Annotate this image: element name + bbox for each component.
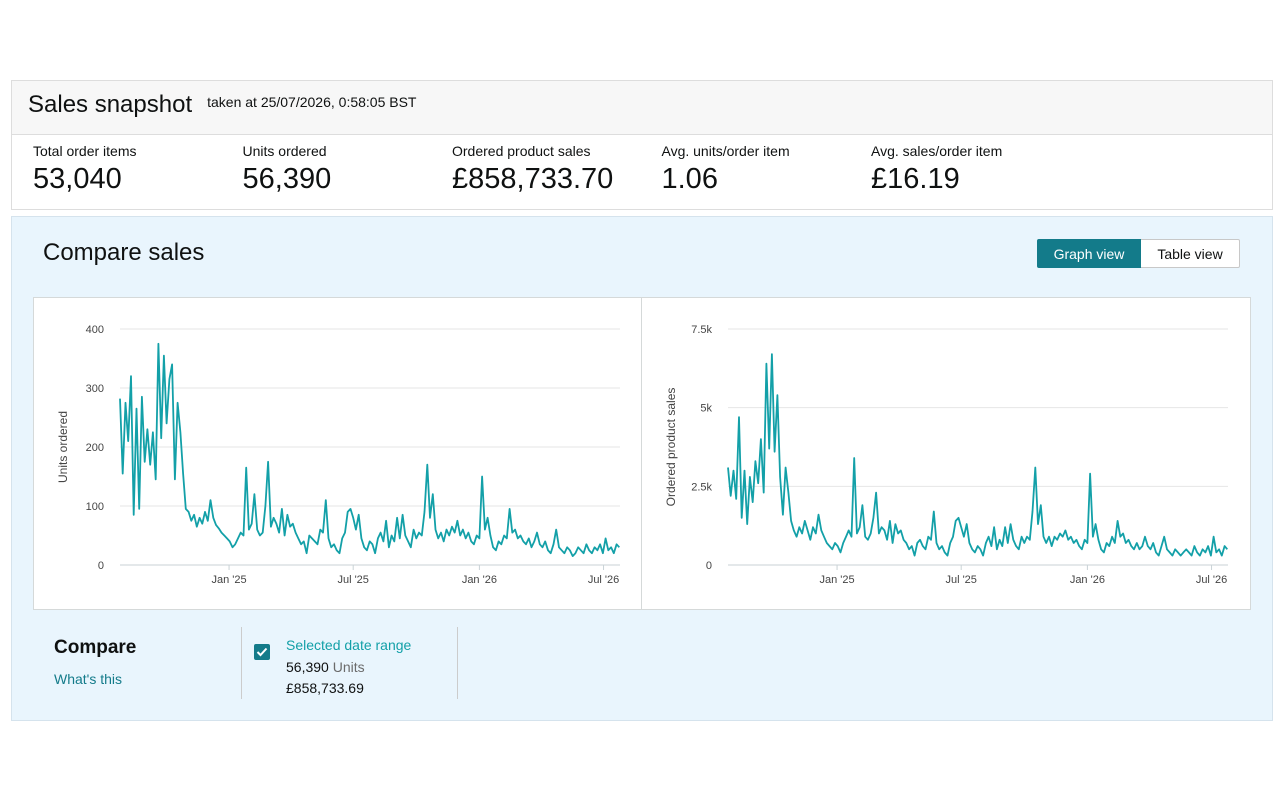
series-line xyxy=(119,342,620,557)
metric-label: Units ordered xyxy=(242,143,327,159)
checkmark-icon xyxy=(256,647,268,657)
snapshot-timestamp: taken at 25/07/2026, 0:58:05 BST xyxy=(207,94,417,110)
units-value: 56,390 xyxy=(286,659,329,675)
metric-label: Avg. units/order item xyxy=(661,143,790,159)
snapshot-metrics: Total order items 53,040 Units ordered 5… xyxy=(11,135,1273,210)
x-tick-label: Jan '25 xyxy=(211,574,246,586)
table-view-button[interactable]: Table view xyxy=(1141,239,1240,268)
x-tick-label: Jul '26 xyxy=(588,574,619,586)
y-tick-label: 100 xyxy=(86,501,104,513)
y-tick-label: 0 xyxy=(706,560,712,572)
x-tick-label: Jan '26 xyxy=(462,574,497,586)
whats-this-link[interactable]: What's this xyxy=(54,671,123,687)
x-tick-label: Jul '25 xyxy=(945,574,976,586)
y-tick-label: 5k xyxy=(700,403,712,415)
x-tick-label: Jul '26 xyxy=(1196,574,1227,586)
y-tick-label: 300 xyxy=(86,383,104,395)
selected-date-range-label: Selected date range xyxy=(286,637,412,653)
x-tick-label: Jul '25 xyxy=(337,574,368,586)
y-axis-title: Units ordered xyxy=(56,411,70,483)
metric-value: £16.19 xyxy=(871,163,960,195)
series-line xyxy=(727,353,1228,557)
graph-view-button[interactable]: Graph view xyxy=(1037,239,1141,268)
legend-divider xyxy=(241,627,242,699)
compare-legend-title: Compare xyxy=(54,637,137,658)
legend-divider xyxy=(457,627,458,699)
selected-date-range-checkbox[interactable] xyxy=(254,644,270,660)
view-toggle: Graph view Table view xyxy=(1037,239,1240,268)
snapshot-header: Sales snapshot taken at 25/07/2026, 0:58… xyxy=(11,80,1273,135)
metric-value: 56,390 xyxy=(242,163,332,195)
y-axis-title: Ordered product sales xyxy=(664,388,678,507)
units-ordered-chart: 0 100 200 300 400 Jan '25 Jul '25 Jan '26 Jul '2… xyxy=(56,324,620,586)
sales-dashboard: Sales snapshot taken at 25/07/2026, 0:58… xyxy=(11,80,1273,721)
y-tick-label: 200 xyxy=(86,442,104,454)
metric-value: 53,040 xyxy=(33,163,122,195)
metric-label: Ordered product sales xyxy=(452,143,591,159)
metric-avg-units-per-order-item: Avg. units/order item 1.06 xyxy=(662,143,872,209)
chart-divider xyxy=(641,298,642,609)
compare-sales-title: Compare sales xyxy=(43,239,205,266)
metric-avg-sales-per-order-item: Avg. sales/order item £16.19 xyxy=(871,143,1081,209)
y-tick-label: 0 xyxy=(98,560,104,572)
metric-units-ordered: Units ordered 56,390 xyxy=(243,143,453,209)
metric-ordered-product-sales: Ordered product sales £858,733.70 xyxy=(452,143,662,209)
metric-value: 1.06 xyxy=(661,163,718,195)
metric-value: £858,733.70 xyxy=(452,163,614,195)
selected-range-units: 56,390 Units xyxy=(286,659,365,675)
metric-label: Avg. sales/order item xyxy=(871,143,1003,159)
snapshot-title: Sales snapshot xyxy=(28,91,193,118)
units-label: Units xyxy=(332,659,365,675)
metric-label: Total order items xyxy=(33,143,137,159)
charts-container: 0 100 200 300 400 Jan '25 Jul '25 Jan '26 Jul '2… xyxy=(33,297,1251,610)
selected-range-sales: £858,733.69 xyxy=(286,680,364,696)
x-tick-label: Jan '25 xyxy=(819,574,854,586)
y-tick-label: 2.5k xyxy=(691,481,712,493)
y-tick-label: 7.5k xyxy=(691,324,712,336)
x-tick-label: Jan '26 xyxy=(1070,574,1105,586)
metric-total-order-items: Total order items 53,040 xyxy=(33,143,243,209)
y-tick-label: 400 xyxy=(86,324,104,336)
ordered-product-sales-chart: 0 2.5k 5k 7.5k Jan '25 Jul '25 Jan '26 Jul '26 O… xyxy=(664,324,1228,586)
compare-legend: Compare What's this Selected date range … xyxy=(12,627,1272,712)
compare-sales-panel: Compare sales Graph view Table view 0 100… xyxy=(11,216,1273,721)
